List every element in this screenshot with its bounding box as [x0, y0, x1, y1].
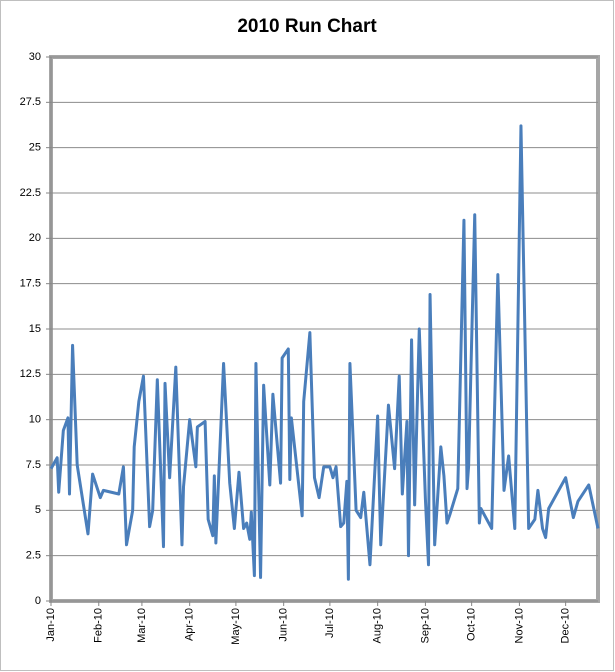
y-tick-label: 22.5 [20, 187, 41, 199]
x-tick-label: Mar-10 [136, 608, 148, 643]
x-tick-label: Dec-10 [560, 608, 572, 643]
x-tick-label: Sep-10 [419, 608, 431, 643]
x-tick-label: Nov-10 [513, 608, 525, 643]
y-tick-label: 20 [29, 232, 41, 244]
y-tick-label: 10 [29, 414, 41, 426]
y-tick-label: 30 [29, 51, 41, 63]
y-tick-label: 2.5 [26, 550, 41, 562]
y-tick-label: 5 [35, 504, 41, 516]
x-tick-label: Jan-10 [45, 608, 57, 642]
x-tick-label: May-10 [230, 608, 242, 645]
y-tick-label: 7.5 [26, 459, 41, 471]
y-tick-label: 15 [29, 323, 41, 335]
x-tick-label: Oct-10 [466, 608, 478, 641]
y-tick-label: 12.5 [20, 368, 41, 380]
chart-title: 2010 Run Chart [237, 16, 377, 37]
x-tick-label: Jul-10 [324, 608, 336, 638]
x-tick-label: Aug-10 [372, 608, 384, 643]
data-line [49, 124, 600, 581]
y-tick-label: 17.5 [20, 278, 41, 290]
y-tick-label: 27.5 [20, 96, 41, 108]
x-tick-label: Feb-10 [93, 608, 105, 643]
x-tick-label: Jun-10 [278, 608, 290, 642]
x-tick-label: Apr-10 [184, 608, 196, 641]
y-tick-label: 25 [29, 142, 41, 154]
y-tick-label: 0 [35, 595, 41, 607]
